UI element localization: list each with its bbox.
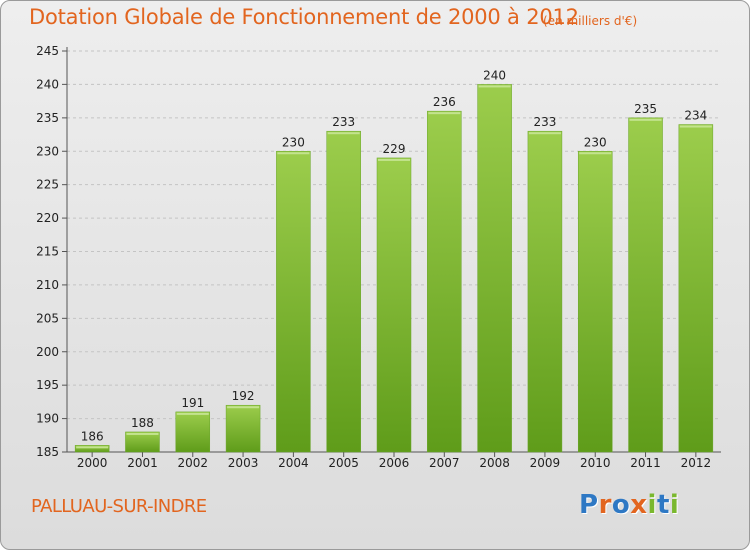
x-tick-label-2007: 2007 <box>429 456 460 470</box>
brand-letter: x <box>630 490 648 520</box>
bar-2010 <box>577 151 613 453</box>
x-tick-label-2005: 2005 <box>328 456 359 470</box>
value-label-2009: 233 <box>533 115 556 129</box>
bar-2001 <box>125 431 160 453</box>
y-tick-label: 210 <box>36 278 59 292</box>
bar-highlight <box>277 152 310 155</box>
value-label-2000: 186 <box>81 429 104 443</box>
bar-2005 <box>326 130 361 453</box>
bar-2004 <box>276 151 311 453</box>
brand-logo[interactable]: Proxiti <box>579 490 679 520</box>
bar-highlight <box>176 412 209 415</box>
y-tick-label: 230 <box>36 144 59 158</box>
chart-subtitle: (en milliers d'€) <box>543 14 638 28</box>
bar-2007 <box>427 110 462 453</box>
bar-highlight <box>528 132 561 135</box>
bar-highlight <box>478 85 511 88</box>
bar-highlight <box>428 112 461 115</box>
y-tick-label: 245 <box>36 44 59 58</box>
value-label-2008: 240 <box>483 68 506 82</box>
bar-highlight <box>579 152 612 155</box>
y-tick-label: 220 <box>36 211 59 225</box>
value-label-2010: 230 <box>584 135 607 149</box>
brand-letter: i <box>647 490 657 520</box>
x-tick-label-2008: 2008 <box>479 456 510 470</box>
value-label-2012: 234 <box>684 109 707 123</box>
x-tick-label-2009: 2009 <box>530 456 561 470</box>
value-label-2006: 229 <box>383 142 406 156</box>
bar-highlight <box>227 406 260 409</box>
y-tick-label: 195 <box>36 378 59 392</box>
x-tick-label-2010: 2010 <box>580 456 611 470</box>
bar-2012 <box>678 124 714 453</box>
y-tick-label: 225 <box>36 178 59 192</box>
bars <box>74 84 714 453</box>
bar-2011 <box>628 117 663 453</box>
bar-highlight <box>126 432 159 435</box>
y-tick-label: 205 <box>36 311 59 325</box>
y-tick-labels: 185 190 195 200 205 210 215 220 225 230 235 240 245 <box>36 44 59 459</box>
y-tick-label: 200 <box>36 345 59 359</box>
x-tick-label-2002: 2002 <box>177 456 208 470</box>
value-label-2004: 230 <box>282 135 305 149</box>
bar-highlight <box>378 158 410 161</box>
brand-letter: o <box>611 490 631 520</box>
brand-letter: t <box>656 490 670 520</box>
commune-name: PALLUAU-SUR-INDRE <box>31 496 207 517</box>
x-tick-labels: 2000 2001 2002 2003 2004 2005 2006 2007 2008 2009… <box>77 456 711 470</box>
bar-highlight <box>327 132 360 135</box>
x-tick-label-2011: 2011 <box>630 456 661 470</box>
brand-letter: P <box>579 490 599 520</box>
x-tick-label-2001: 2001 <box>127 456 158 470</box>
x-tick-label-2000: 2000 <box>77 456 108 470</box>
value-label-2002: 191 <box>181 396 204 410</box>
brand-letter: i <box>669 490 680 520</box>
bar-highlight <box>679 125 712 128</box>
x-tick-label-2006: 2006 <box>379 456 410 470</box>
x-tick-label-2012: 2012 <box>681 456 712 470</box>
y-tick-label: 190 <box>36 412 59 426</box>
x-tick-label-2004: 2004 <box>278 456 309 470</box>
bar-2008 <box>477 84 512 453</box>
bar-highlight <box>76 446 109 449</box>
value-label-2011: 235 <box>634 102 657 116</box>
y-tick-label: 235 <box>36 111 59 125</box>
y-tick-label: 215 <box>36 245 59 259</box>
bar-2003 <box>225 404 261 453</box>
x-tick-label-2003: 2003 <box>228 456 259 470</box>
bar-2000 <box>74 445 110 453</box>
y-tick-label: 185 <box>36 445 59 459</box>
value-label-2003: 192 <box>232 389 255 403</box>
value-label-2007: 236 <box>433 95 456 109</box>
chart-title: Dotation Globale de Fonctionnement de 20… <box>29 5 579 29</box>
y-tick-label: 240 <box>36 77 59 91</box>
bar-2002 <box>175 411 211 453</box>
bar-2009 <box>527 130 563 453</box>
value-label-2005: 233 <box>332 115 355 129</box>
value-label-2001: 188 <box>131 416 154 430</box>
value-labels: 186 188 191 192 230 233 229 236 240 233 230 235 234 <box>81 68 708 443</box>
bar-2006 <box>376 157 412 453</box>
bar-highlight <box>629 118 662 121</box>
brand-letter: r <box>598 490 612 520</box>
